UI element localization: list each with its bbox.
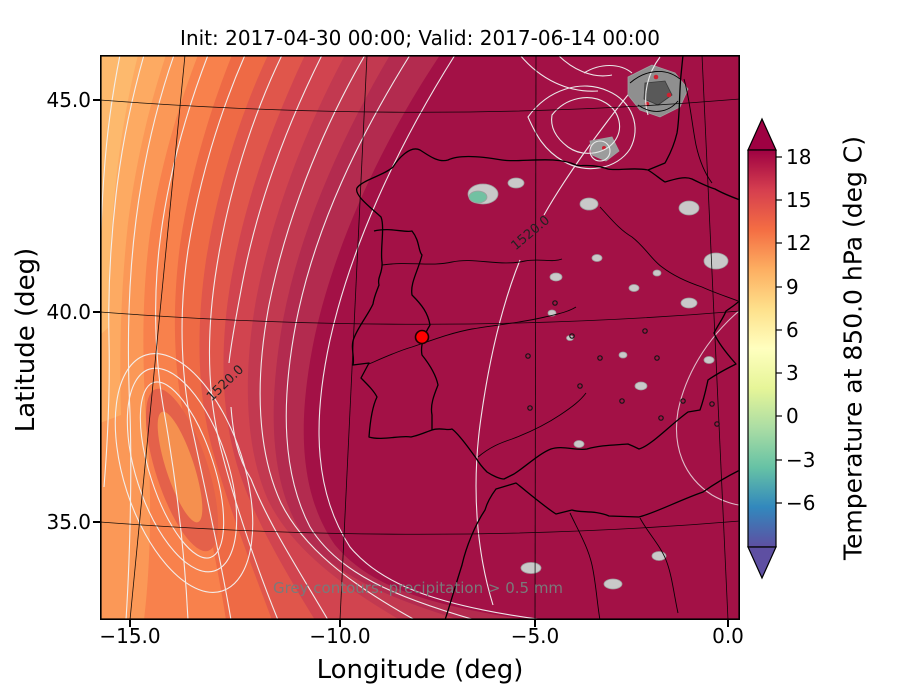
contour-specks <box>525 300 720 427</box>
y-axis-label: Latitude (deg) <box>11 247 41 433</box>
colorbar-extend-min <box>747 546 777 580</box>
colorbar-axis-label: Temperature at 850.0 hPa (deg C) <box>838 136 868 560</box>
y-tickmark <box>93 99 100 101</box>
colorbar-tick-label: 15 <box>786 188 812 212</box>
x-tickmark <box>534 620 536 627</box>
y-tickmark <box>93 521 100 523</box>
y-tick-label: 45.0 <box>46 88 91 112</box>
colorbar-tick-label: 6 <box>786 318 799 342</box>
colorbar-gradient <box>747 149 777 548</box>
station-marker <box>414 329 430 345</box>
colorbar-tick-label: −3 <box>786 448 816 472</box>
y-tick-label: 40.0 <box>46 300 91 324</box>
x-tickmark <box>129 620 131 627</box>
colorbar-tick-label: −6 <box>786 491 816 515</box>
x-tick-label: −10.0 <box>309 624 371 648</box>
map-plot-area: 1520.0 1520.0 Grey contours: precipitati… <box>100 55 740 620</box>
colorbar <box>747 117 782 580</box>
colorbar-tick-label: 9 <box>786 275 799 299</box>
x-tick-label: −5.0 <box>510 624 560 648</box>
colorbar-tick-label: 18 <box>786 145 812 169</box>
portugal-spain-border <box>373 228 439 430</box>
plot-frame <box>100 55 740 620</box>
colorbar-tickmarks <box>776 156 782 504</box>
x-tick-label: 0.0 <box>712 624 744 648</box>
x-axis-label: Longitude (deg) <box>316 655 524 685</box>
precipitation-patches <box>467 64 729 590</box>
geopotential-contours <box>100 55 740 620</box>
france-spain-border <box>647 169 740 201</box>
y-tickmark <box>93 311 100 313</box>
x-tickmark <box>727 620 729 627</box>
colorbar-tick-label: 12 <box>786 231 812 255</box>
coastlines <box>351 55 740 620</box>
precipitation-note: Grey contours: precipitation > 0.5 mm <box>273 579 563 597</box>
x-tick-label: −15.0 <box>99 624 161 648</box>
y-tick-label: 35.0 <box>46 510 91 534</box>
x-tickmark <box>339 620 341 627</box>
colorbar-tick-label: 3 <box>786 361 799 385</box>
colorbar-extend-max <box>747 117 777 151</box>
rivers <box>368 78 739 620</box>
figure-title: Init: 2017-04-30 00:00; Valid: 2017-06-1… <box>180 26 660 50</box>
colorbar-tick-label: 0 <box>786 404 799 428</box>
